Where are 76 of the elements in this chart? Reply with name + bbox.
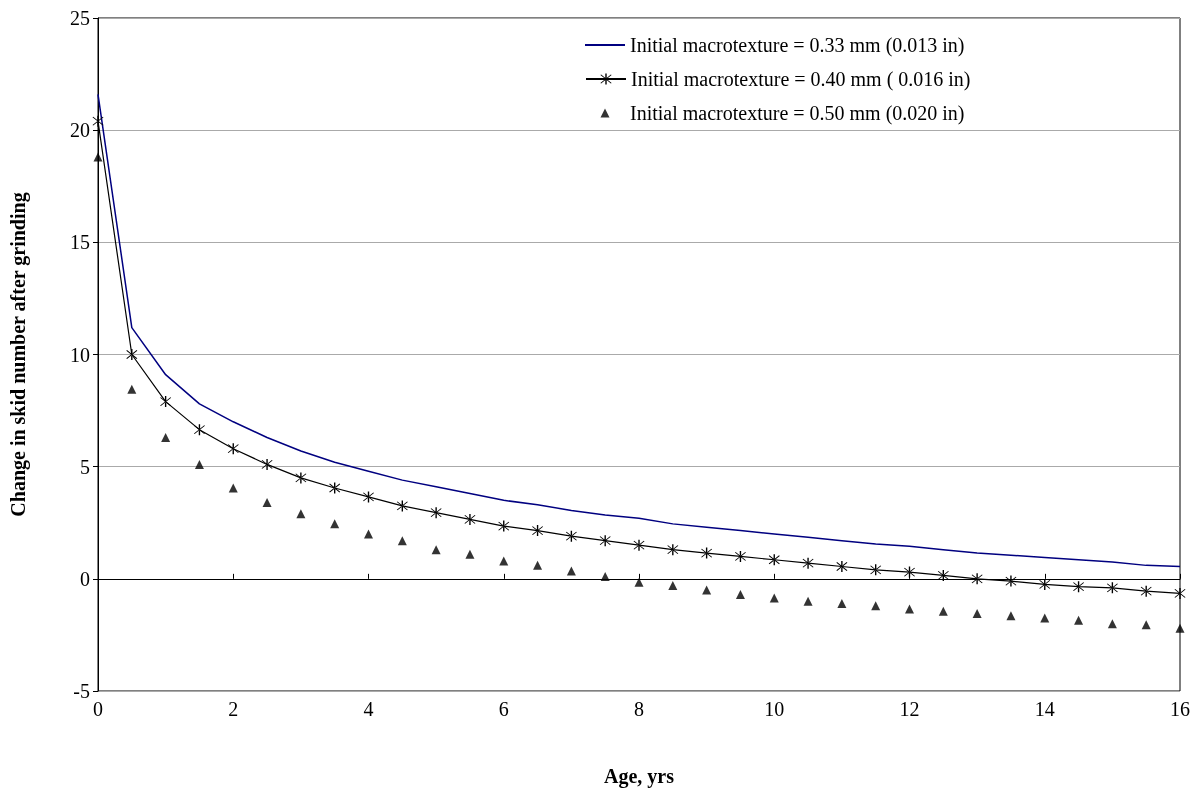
y-tick-label: 25 xyxy=(70,7,90,29)
point xyxy=(193,424,205,436)
point xyxy=(127,384,137,394)
y-tick-label: 20 xyxy=(70,119,90,142)
point xyxy=(1073,581,1085,593)
point xyxy=(227,443,239,455)
point xyxy=(633,539,645,551)
point xyxy=(363,491,374,503)
point xyxy=(93,152,103,162)
x-tick-label: 8 xyxy=(634,698,644,720)
point xyxy=(1006,611,1016,621)
point xyxy=(735,590,745,600)
point xyxy=(837,599,847,609)
x-axis-title: Age, yrs xyxy=(604,765,675,788)
point xyxy=(972,609,982,619)
point xyxy=(160,396,172,408)
x-tick-label: 4 xyxy=(363,698,374,720)
point xyxy=(396,500,408,512)
point xyxy=(701,547,713,559)
x-tick-label: 6 xyxy=(498,698,509,720)
point xyxy=(364,529,373,539)
point xyxy=(1174,587,1186,599)
x-tick-label: 14 xyxy=(1034,698,1055,720)
point xyxy=(465,549,475,559)
point xyxy=(600,572,610,582)
point xyxy=(1107,619,1117,629)
point xyxy=(667,544,679,556)
point xyxy=(1106,582,1118,594)
point xyxy=(1175,623,1185,633)
y-tick-label: 5 xyxy=(80,455,90,478)
point xyxy=(261,458,273,470)
point xyxy=(870,564,882,576)
point xyxy=(1040,613,1050,623)
point xyxy=(126,349,138,360)
point xyxy=(702,585,712,595)
point xyxy=(1074,615,1084,625)
y-tick-label: 15 xyxy=(70,231,90,254)
point xyxy=(599,535,611,547)
point xyxy=(295,472,307,484)
point xyxy=(1005,575,1017,587)
x-tick-label: 2 xyxy=(228,698,239,720)
y-tick-label: 0 xyxy=(80,567,90,590)
point xyxy=(532,525,544,537)
y-tick-label: 10 xyxy=(70,343,90,366)
point xyxy=(937,569,949,581)
point xyxy=(634,577,644,587)
legend-label: Initial macrotexture = 0.33 mm (0.013 in) xyxy=(630,34,965,57)
point xyxy=(734,550,746,562)
x-tick-label: 12 xyxy=(899,698,920,720)
y-axis-title: Change in skid number after grinding xyxy=(7,192,30,517)
point xyxy=(803,596,813,606)
x-tick-label: 16 xyxy=(1170,698,1190,720)
point xyxy=(464,513,476,525)
legend-label: Initial macrotexture = 0.40 mm ( 0.016 in) xyxy=(631,68,971,91)
point xyxy=(905,604,914,614)
point xyxy=(430,507,442,519)
point xyxy=(668,581,678,591)
y-tick-label: -5 xyxy=(73,680,90,702)
point xyxy=(92,115,104,127)
point xyxy=(533,560,543,570)
point xyxy=(971,573,983,585)
point xyxy=(161,433,171,442)
point xyxy=(498,520,510,532)
point xyxy=(1140,585,1152,597)
point xyxy=(194,459,204,469)
point xyxy=(329,482,341,494)
point xyxy=(768,554,780,566)
point xyxy=(836,560,848,572)
point xyxy=(565,530,577,542)
point xyxy=(262,498,272,508)
legend-label: Initial macrotexture = 0.50 mm (0.020 in) xyxy=(630,102,965,125)
point xyxy=(431,545,441,555)
point xyxy=(938,606,948,616)
point xyxy=(802,557,814,569)
x-tick-label: 10 xyxy=(764,698,785,720)
point xyxy=(904,566,915,578)
